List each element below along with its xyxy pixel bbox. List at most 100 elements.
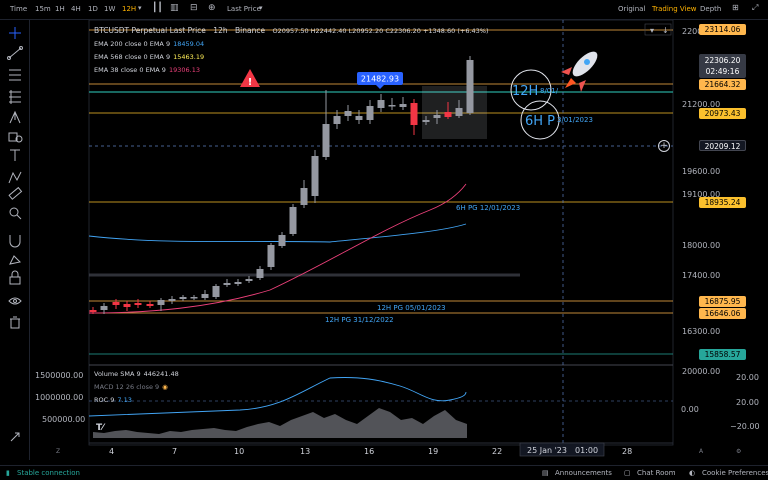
candle-body	[157, 300, 165, 305]
add-icon[interactable]: ⊕	[208, 3, 216, 13]
candle-body	[190, 297, 198, 299]
indicators-icon[interactable]: ⊟	[190, 3, 198, 13]
connection-status-icon: ▮	[6, 469, 10, 477]
interval-15m[interactable]: 15m	[35, 5, 51, 13]
ema38-legend[interactable]: EMA 38 close 0 EMA 9 19306.13	[94, 66, 200, 74]
price-type-select[interactable]: Last Price	[227, 5, 261, 13]
symbol-interval: 12h	[213, 26, 228, 35]
lock-drawing-icon[interactable]	[9, 255, 22, 265]
price-tick: 19600.00	[682, 167, 720, 176]
lock-icon[interactable]	[9, 270, 21, 285]
ohlc-values: O20957.50 H22442.40 L20952.20 C22306.20 …	[272, 27, 489, 35]
interval-1w[interactable]: 1W	[104, 5, 116, 13]
candle-body	[256, 269, 264, 278]
eye-off-icon[interactable]: ◉	[162, 383, 168, 391]
pattern-icon[interactable]	[8, 171, 22, 184]
ruler-icon[interactable]	[8, 186, 23, 200]
roc-tick: 20.00	[736, 373, 759, 382]
zoom-icon[interactable]	[9, 207, 22, 220]
time-axis-right-a: A	[699, 448, 704, 455]
price-type-chevron-icon[interactable]: ▾	[259, 4, 263, 12]
volume-label: Volume SMA 9	[94, 370, 141, 378]
candle-body	[366, 106, 374, 120]
horizontal-lines-icon[interactable]	[9, 69, 21, 81]
interval-12h[interactable]: 12H	[122, 5, 137, 13]
candle-body	[333, 116, 341, 124]
expand-icon[interactable]	[10, 432, 20, 442]
roc-tick: 0.00	[681, 405, 699, 414]
roc-legend[interactable]: ROC 9 7.13	[94, 396, 132, 404]
time-tick: 10	[234, 447, 244, 456]
time-crosshair-time: 01:00	[575, 446, 598, 455]
cookie-icon[interactable]: ◐	[689, 469, 696, 477]
pg-12h-05-label: 12H PG 05/01/2023	[377, 304, 446, 312]
view-original[interactable]: Original	[618, 5, 646, 13]
shapes-icon[interactable]	[8, 132, 23, 143]
time-axis-settings-icon: ⚙	[736, 448, 741, 455]
candle-body	[146, 304, 154, 306]
candle-body	[410, 103, 418, 125]
chevron-down-icon[interactable]: ▾	[138, 4, 142, 12]
ema568-legend[interactable]: EMA 568 close 0 EMA 9 15463.19	[94, 53, 204, 61]
time-tick: 28	[622, 447, 632, 456]
macd-legend[interactable]: MACD 12 26 close 9 ◉	[94, 383, 168, 391]
interval-4h[interactable]: 4H	[71, 5, 81, 13]
interval-1h[interactable]: 1H	[55, 5, 65, 13]
pitchfork-icon[interactable]	[9, 110, 21, 124]
candles-icon[interactable]: ┃┃	[152, 3, 163, 13]
crosshair-icon[interactable]	[9, 27, 21, 39]
volume-legend[interactable]: Volume SMA 9 446241.48	[94, 370, 179, 378]
pg-12h-partial-text: 8/01/	[540, 87, 559, 95]
announcements-link[interactable]: Announcements	[555, 469, 612, 477]
svg-text:!: !	[248, 77, 253, 88]
symbol-legend: BTCUSDT Perpetual Last Price 12h Binance…	[94, 26, 489, 35]
fullscreen-icon[interactable]: ⤢	[752, 3, 759, 12]
time-tick: 22	[492, 447, 502, 456]
ema-200-line	[88, 223, 467, 243]
time-tick: 19	[428, 447, 438, 456]
price-label-e: 16646.06	[699, 308, 746, 319]
chart-frame	[88, 20, 674, 446]
candle-body	[444, 112, 452, 117]
chart-chevron-down-icon[interactable]: ▾	[650, 26, 654, 35]
time-tick: 7	[172, 447, 177, 456]
connection-status: Stable connection	[17, 469, 80, 477]
candle-body	[344, 111, 352, 116]
view-trading-view[interactable]: Trading View	[652, 5, 697, 13]
fib-icon[interactable]	[9, 90, 21, 104]
magnet-icon[interactable]	[9, 235, 21, 248]
price-tick: 16300.00	[682, 327, 720, 336]
ema568-label: EMA 568 close 0 EMA 9	[94, 53, 171, 61]
eye-icon[interactable]	[8, 297, 22, 305]
chat-icon[interactable]: ▢	[624, 469, 631, 477]
announcements-icon[interactable]: ▤	[542, 469, 549, 477]
chat-room-link[interactable]: Chat Room	[637, 469, 676, 477]
pg-12h-text: 12H	[512, 84, 538, 99]
trend-line-icon[interactable]	[7, 46, 23, 60]
price-tick: 19100.00	[682, 190, 720, 199]
time-crosshair-date: 25 Jan '23	[527, 446, 567, 455]
chart-arrow-down-icon[interactable]: ↓	[662, 26, 669, 35]
candle-body	[289, 207, 297, 234]
interval-1d[interactable]: 1D	[88, 5, 98, 13]
price-label-d: 16875.95	[699, 296, 746, 307]
candle-body	[201, 294, 209, 298]
text-icon[interactable]	[10, 149, 20, 161]
chart-type-icon[interactable]: ▥	[170, 3, 179, 13]
symbol-title[interactable]: BTCUSDT Perpetual Last Price	[94, 26, 206, 35]
time-tick: 4	[109, 447, 114, 456]
candle-body	[300, 188, 308, 205]
ema200-legend[interactable]: EMA 200 close 0 EMA 9 18459.04	[94, 40, 204, 48]
settings-grid-icon[interactable]: ⊞	[732, 3, 739, 12]
trash-icon[interactable]	[10, 316, 20, 329]
pg-12h-circle	[510, 69, 552, 111]
candle-countdown: 02:49:16	[705, 67, 740, 76]
time-axis-left-z: Z	[56, 448, 60, 455]
chart-panel[interactable]: 21482.93 ! 12H 8/01/ 6H P 3/01/2023 6H P…	[30, 20, 768, 460]
view-depth[interactable]: Depth	[700, 5, 722, 13]
price-label-a: 21664.32	[699, 79, 746, 90]
cookie-preferences-link[interactable]: Cookie Preferences	[702, 469, 768, 477]
candle-body	[245, 279, 253, 281]
candle-body	[388, 105, 396, 107]
add-alert-icon[interactable]: +	[658, 140, 670, 152]
